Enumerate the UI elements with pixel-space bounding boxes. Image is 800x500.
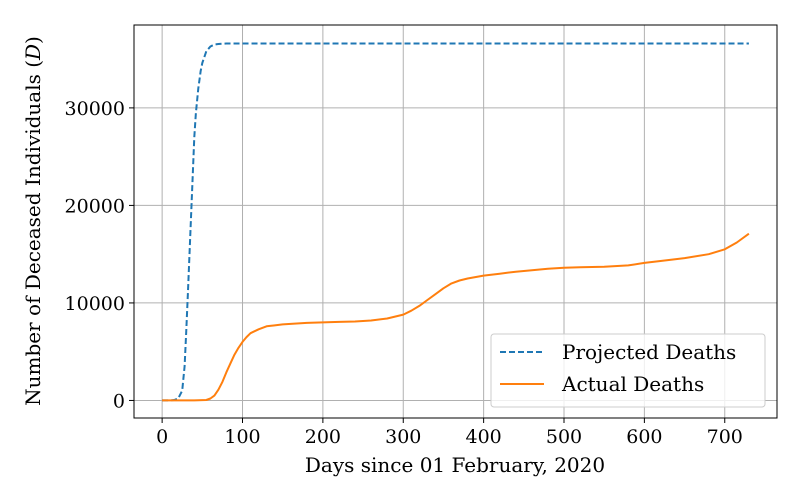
y-axis-label-main: Number of Deceased Individuals ( — [21, 60, 45, 406]
plot-frame — [133, 24, 778, 419]
x-tick-label: 600 — [626, 426, 662, 448]
x-tick-label: 400 — [465, 426, 501, 448]
y-tick-label: 10000 — [65, 293, 125, 315]
y-tick-label: 20000 — [65, 195, 125, 217]
legend: Projected Deaths Actual Deaths — [490, 333, 766, 408]
x-tick-label: 500 — [546, 426, 582, 448]
y-axis-label: Number of Deceased Individuals (D) — [21, 36, 45, 406]
legend-label-actual: Actual Deaths — [561, 372, 704, 396]
y-axis-label-end: ) — [21, 36, 45, 44]
x-tick-label: 700 — [707, 426, 743, 448]
x-tick-label: 300 — [385, 426, 421, 448]
x-tick-label: 0 — [156, 426, 168, 448]
y-tick-label: 0 — [113, 390, 125, 412]
y-axis-label-var: D — [21, 44, 45, 61]
x-tick-label: 200 — [305, 426, 341, 448]
series-group — [162, 42, 750, 402]
y-tick-label: 30000 — [65, 98, 125, 120]
series-line-1 — [162, 232, 750, 402]
legend-box — [490, 333, 766, 408]
ticks: 0 100 200 300 400 500 600 700 0 10000 20000 30000 — [65, 98, 743, 448]
series-line-0 — [162, 42, 749, 402]
legend-label-projected: Projected Deaths — [562, 340, 736, 364]
x-axis-label: Days since 01 February, 2020 — [305, 453, 605, 477]
x-tick-label: 100 — [224, 426, 260, 448]
